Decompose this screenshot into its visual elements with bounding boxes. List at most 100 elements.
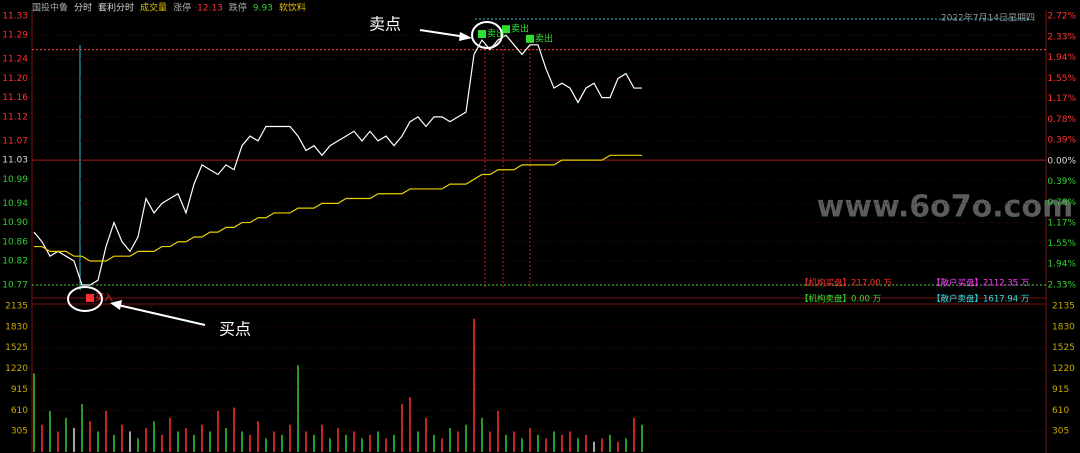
trade-marker — [86, 294, 94, 302]
volume-bar — [161, 434, 163, 452]
trade-marker — [526, 34, 534, 43]
volume-bar — [265, 438, 267, 452]
y-tick-label: 11.12 — [2, 112, 28, 122]
volume-bar — [553, 431, 555, 452]
y2-tick-label: 0.39% — [1047, 136, 1076, 146]
volume-bar — [177, 431, 179, 452]
volume-bar — [97, 431, 99, 452]
header-item: 软饮料 — [279, 2, 306, 14]
trade-label: 卖出 — [511, 23, 529, 35]
header-item: 国投中鲁 — [32, 2, 68, 14]
volume-bar — [457, 431, 459, 452]
y-tick-label: 10.99 — [2, 175, 28, 185]
arrow-head — [110, 300, 122, 310]
volume-bar — [225, 428, 227, 452]
y2-tick-label: 0.78% — [1047, 115, 1076, 125]
volume-bar — [521, 438, 523, 452]
volume-bar — [321, 424, 323, 452]
date: 2022年7月14日星期四 — [941, 12, 1035, 24]
volume-bar — [57, 431, 59, 452]
y2-tick-label: 1.55% — [1047, 239, 1076, 249]
y2-tick-label: 2.33% — [1047, 32, 1076, 42]
volume-bar — [425, 417, 427, 452]
volume-bar — [33, 373, 35, 452]
volume-tick-label: 1220 — [5, 364, 28, 374]
annotations: 卖点 买点 — [67, 15, 503, 339]
volume-bar — [49, 410, 51, 452]
volume-bar — [369, 434, 371, 452]
volume-bar — [169, 417, 171, 452]
y-tick-label: 11.07 — [2, 136, 28, 146]
header-item: 分时 — [74, 2, 92, 14]
volume-tick-label: 915 — [1052, 385, 1069, 395]
y2-tick-label: 0.39% — [1047, 177, 1076, 187]
watermark: www.6o7o.com — [817, 190, 1074, 225]
volume-bar — [129, 431, 131, 452]
header-item: 9.93 — [253, 4, 273, 14]
header-item: 成交量 — [140, 2, 167, 14]
volume-tick-label: 2135 — [5, 302, 28, 312]
volume-bar — [569, 431, 571, 452]
volume-bar — [81, 404, 83, 452]
volume-bar — [585, 434, 587, 452]
volume-bar — [337, 428, 339, 452]
volume-bar — [281, 434, 283, 452]
volume-bar — [377, 431, 379, 452]
header-item: 跌停 — [229, 2, 247, 14]
volume-bar — [65, 417, 67, 452]
volume-bar — [297, 365, 299, 452]
price-line — [33, 34, 642, 286]
y-tick-label: 10.94 — [2, 199, 28, 209]
volume-bar — [193, 434, 195, 452]
volume-bar — [273, 431, 275, 452]
volume-bar — [185, 428, 187, 452]
trade-marker — [478, 30, 486, 39]
volume-tick-label: 915 — [11, 385, 28, 395]
volume-tick-label: 2135 — [1052, 302, 1075, 312]
y-tick-label: 10.77 — [2, 281, 28, 291]
volume-bar — [481, 417, 483, 452]
volume-bar — [449, 428, 451, 452]
volume-bar — [473, 318, 475, 452]
volume-bar — [73, 428, 75, 452]
header-item: 涨停 — [173, 2, 191, 14]
y-tick-label: 10.82 — [2, 256, 28, 266]
y-tick-label: 10.90 — [2, 218, 28, 228]
volume-tick-label: 1220 — [1052, 364, 1075, 374]
volume-bar — [401, 404, 403, 452]
y2-tick-label: 1.94% — [1047, 53, 1076, 63]
frame — [31, 10, 1047, 453]
volume-bar — [625, 438, 627, 452]
volume-bar — [385, 438, 387, 452]
volume-bar — [465, 424, 467, 452]
y-tick-label: 10.86 — [2, 237, 28, 247]
volume-bar — [145, 428, 147, 452]
y2-tick-label: 0.00% — [1047, 156, 1076, 166]
y2-tick-label: 1.94% — [1047, 260, 1076, 270]
volume-bar — [561, 434, 563, 452]
y-tick-label: 11.29 — [2, 31, 28, 41]
y2-tick-label: 1.55% — [1047, 74, 1076, 84]
volume-bar — [41, 424, 43, 452]
volume-tick-label: 1525 — [5, 343, 28, 353]
header-item: 12.13 — [197, 4, 223, 14]
volume-bar — [641, 424, 643, 452]
trade-label: 卖出 — [535, 32, 553, 44]
y2-tick-label: 0.78% — [1047, 198, 1076, 208]
annotation: 卖点 — [369, 15, 401, 34]
header-item: 套利分时 — [98, 2, 134, 14]
volume-bar — [545, 438, 547, 452]
volume-tick-label: 1525 — [1052, 343, 1075, 353]
volume-bar — [353, 431, 355, 452]
volume-bar — [289, 424, 291, 452]
volume-bar — [201, 424, 203, 452]
annotation: 买点 — [219, 320, 251, 339]
volume-tick-label: 305 — [1052, 427, 1069, 437]
volume-tick-label: 610 — [11, 406, 28, 416]
y2-tick-label: 1.17% — [1047, 94, 1076, 104]
trade-marker — [502, 25, 510, 34]
volume-bar — [105, 410, 107, 452]
volume-tick-label: 1830 — [5, 322, 28, 332]
